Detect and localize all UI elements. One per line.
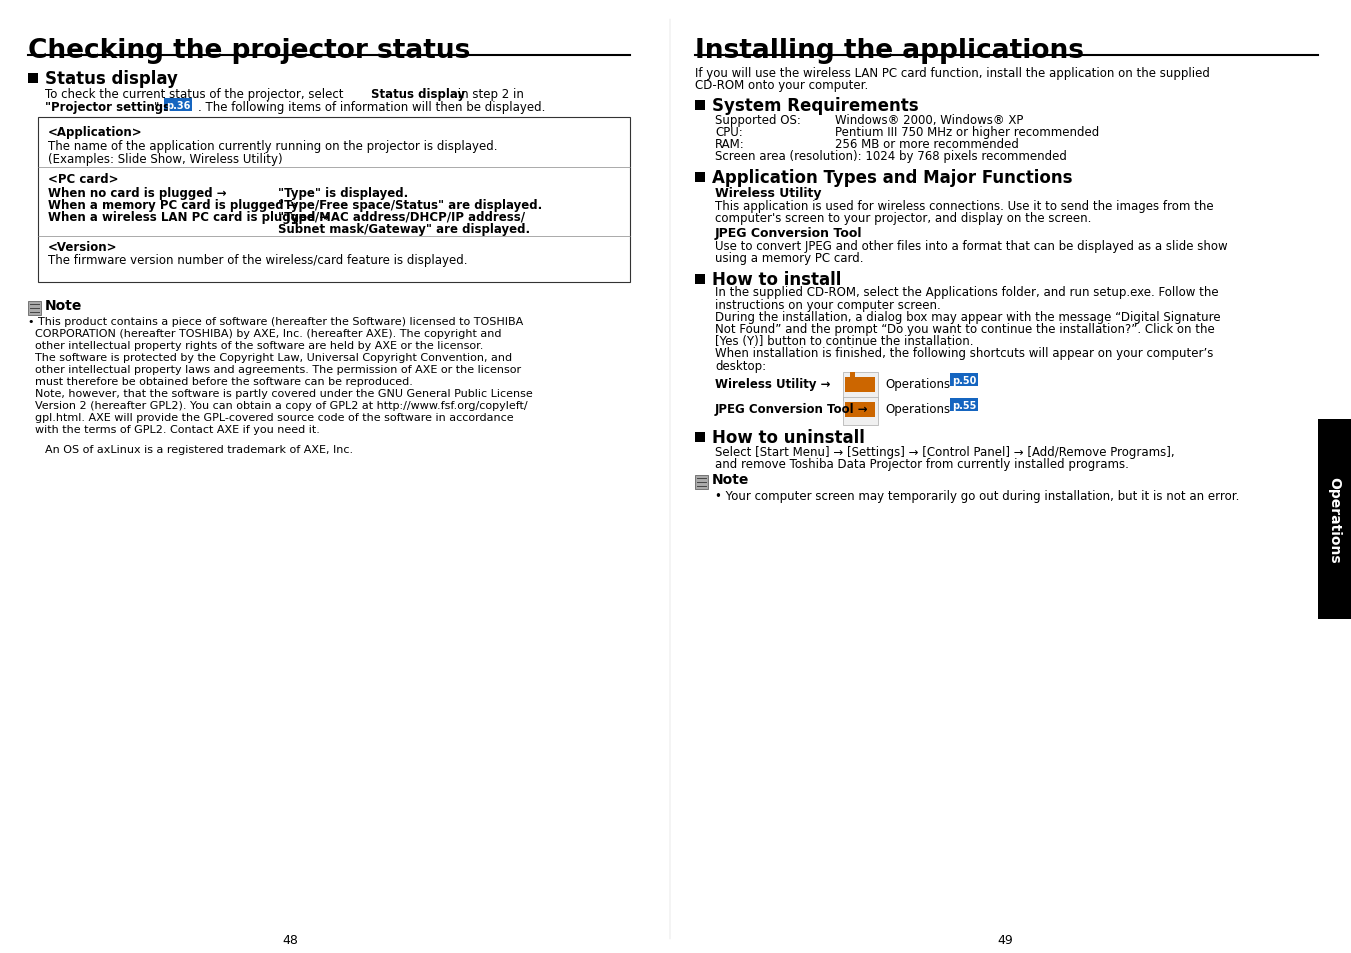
Text: Operations: Operations [885,402,950,416]
Text: other intellectual property laws and agreements. The permission of AXE or the li: other intellectual property laws and agr… [28,365,521,375]
Text: CORPORATION (hereafter TOSHIBA) by AXE, Inc. (hereafter AXE). The copyright and: CORPORATION (hereafter TOSHIBA) by AXE, … [28,329,501,338]
Text: ": " [154,101,163,113]
Bar [28,74,38,84]
Text: CPU:: CPU: [715,126,743,139]
Text: must therefore be obtained before the software can be reproduced.: must therefore be obtained before the so… [28,376,413,387]
Text: Use to convert JPEG and other files into a format that can be displayed as a sli: Use to convert JPEG and other files into… [715,240,1228,253]
Text: <Version>: <Version> [49,241,118,253]
Bar [163,99,192,112]
Text: This application is used for wireless connections. Use it to send the images fro: This application is used for wireless co… [715,200,1213,213]
Text: <PC card>: <PC card> [49,172,119,186]
Text: Screen area (resolution): 1024 by 768 pixels recommended: Screen area (resolution): 1024 by 768 pi… [715,150,1067,163]
Text: "Type" is displayed.: "Type" is displayed. [278,187,408,200]
Text: instructions on your computer screen.: instructions on your computer screen. [715,298,940,312]
Text: 48: 48 [282,933,299,946]
Text: Select [Start Menu] → [Settings] → [Control Panel] → [Add/Remove Programs],: Select [Start Menu] → [Settings] → [Cont… [715,446,1174,458]
Text: other intellectual property rights of the software are held by AXE or the licens: other intellectual property rights of th… [28,340,484,351]
Bar [844,377,875,393]
Text: Note: Note [45,298,82,313]
Text: When a wireless LAN PC card is plugged →: When a wireless LAN PC card is plugged → [49,211,330,224]
Text: p.36: p.36 [166,100,190,111]
Bar [694,172,705,183]
Text: During the installation, a dialog box may appear with the message “Digital Signa: During the installation, a dialog box ma… [715,311,1220,324]
Text: Not Found” and the prompt “Do you want to continue the installation?”. Click on : Not Found” and the prompt “Do you want t… [715,323,1215,335]
Bar [694,274,705,285]
Text: How to uninstall: How to uninstall [712,429,865,447]
Text: • This product contains a piece of software (hereafter the Software) licensed to: • This product contains a piece of softw… [28,316,523,327]
Text: Operations: Operations [1328,476,1342,562]
Text: 256 MB or more recommended: 256 MB or more recommended [835,138,1019,151]
Text: <Application>: <Application> [49,126,143,139]
Text: To check the current status of the projector, select: To check the current status of the proje… [45,88,347,101]
Text: Windows® 2000, Windows® XP: Windows® 2000, Windows® XP [835,113,1023,127]
Bar [694,433,705,442]
Bar [950,398,978,412]
Text: p.50: p.50 [952,375,977,385]
Text: When no card is plugged →: When no card is plugged → [49,187,227,200]
Text: [Yes (Y)] button to continue the installation.: [Yes (Y)] button to continue the install… [715,335,974,348]
Text: The firmware version number of the wireless/card feature is displayed.: The firmware version number of the wirel… [49,253,467,267]
Text: Pentium III 750 MHz or higher recommended: Pentium III 750 MHz or higher recommende… [835,126,1100,139]
Bar [694,476,708,490]
Text: JPEG Conversion Tool →: JPEG Conversion Tool → [715,402,869,416]
Text: How to install: How to install [712,271,842,289]
Bar [1319,419,1351,619]
Text: Operations: Operations [885,377,950,391]
Text: Wireless Utility: Wireless Utility [715,187,821,200]
Text: gpl.html. AXE will provide the GPL-covered source code of the software in accord: gpl.html. AXE will provide the GPL-cover… [28,413,513,422]
Text: Note, however, that the software is partly covered under the GNU General Public : Note, however, that the software is part… [28,389,532,398]
Text: • Your computer screen may temporarily go out during installation, but it is not: • Your computer screen may temporarily g… [715,490,1239,502]
Text: Status display: Status display [45,70,178,88]
Text: If you will use the wireless LAN PC card function, install the application on th: If you will use the wireless LAN PC card… [694,67,1210,80]
Text: System Requirements: System Requirements [712,97,919,115]
Text: Installing the applications: Installing the applications [694,38,1084,64]
Text: Note: Note [712,473,750,486]
Bar [850,373,855,377]
Bar [38,118,630,283]
Text: Status display: Status display [372,88,465,101]
Bar [843,373,878,400]
Bar [694,101,705,111]
Text: computer's screen to your projector, and display on the screen.: computer's screen to your projector, and… [715,212,1092,225]
Text: 49: 49 [997,933,1013,946]
Text: ": " [45,101,51,113]
Bar [844,402,875,417]
Text: "Type/Free space/Status" are displayed.: "Type/Free space/Status" are displayed. [278,199,542,212]
Bar [950,374,978,387]
Text: in step 2 in: in step 2 in [454,88,524,101]
Text: The name of the application currently running on the projector is displayed.: The name of the application currently ru… [49,140,497,152]
Text: and remove Toshiba Data Projector from currently installed programs.: and remove Toshiba Data Projector from c… [715,457,1129,471]
Text: . The following items of information will then be displayed.: . The following items of information wil… [199,101,546,113]
Text: "Type/MAC address/DHCP/IP address/: "Type/MAC address/DHCP/IP address/ [278,211,526,224]
Bar [843,397,878,426]
Text: The software is protected by the Copyright Law, Universal Copyright Convention, : The software is protected by the Copyrig… [28,353,512,363]
Text: Wireless Utility →: Wireless Utility → [715,377,831,391]
Text: When installation is finished, the following shortcuts will appear on your compu: When installation is finished, the follo… [715,347,1213,359]
Text: CD-ROM onto your computer.: CD-ROM onto your computer. [694,79,869,91]
Text: JPEG Conversion Tool: JPEG Conversion Tool [715,227,862,240]
Text: Supported OS:: Supported OS: [715,113,801,127]
Text: p.55: p.55 [952,400,977,410]
Text: When a memory PC card is plugged →: When a memory PC card is plugged → [49,199,297,212]
Text: with the terms of GPL2. Contact AXE if you need it.: with the terms of GPL2. Contact AXE if y… [28,424,320,435]
Text: An OS of axLinux is a registered trademark of AXE, Inc.: An OS of axLinux is a registered tradema… [45,444,353,455]
Text: Version 2 (hereafter GPL2). You can obtain a copy of GPL2 at http://www.fsf.org/: Version 2 (hereafter GPL2). You can obta… [28,400,528,411]
Text: Checking the projector status: Checking the projector status [28,38,470,64]
Text: Projector settings: Projector settings [51,101,170,113]
Text: Application Types and Major Functions: Application Types and Major Functions [712,169,1073,187]
Text: Subnet mask/Gateway" are displayed.: Subnet mask/Gateway" are displayed. [278,223,530,235]
Text: using a memory PC card.: using a memory PC card. [715,252,863,265]
Bar [28,302,41,315]
Text: RAM:: RAM: [715,138,744,151]
Text: (Examples: Slide Show, Wireless Utility): (Examples: Slide Show, Wireless Utility) [49,152,282,166]
Text: In the supplied CD-ROM, select the Applications folder, and run setup.exe. Follo: In the supplied CD-ROM, select the Appli… [715,286,1219,298]
Text: desktop:: desktop: [715,359,766,373]
